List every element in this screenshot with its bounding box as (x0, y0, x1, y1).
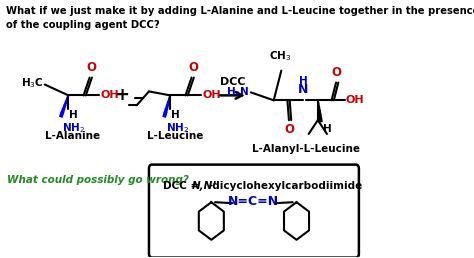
Text: +: + (114, 86, 129, 104)
Text: N,N’: N,N’ (191, 181, 217, 191)
Text: NH$_2$: NH$_2$ (62, 121, 85, 135)
Text: H: H (299, 76, 308, 86)
Text: -dicyclohexylcarbodiimide: -dicyclohexylcarbodiimide (208, 181, 363, 191)
Text: DCC: DCC (220, 77, 246, 87)
Text: O: O (285, 123, 295, 136)
Text: L-Alanine: L-Alanine (45, 131, 100, 141)
Text: NH$_2$: NH$_2$ (166, 121, 189, 135)
Text: OH: OH (100, 90, 119, 100)
Text: H$_3$C: H$_3$C (20, 77, 43, 90)
Text: O: O (188, 61, 198, 74)
Text: O: O (332, 66, 342, 78)
FancyBboxPatch shape (149, 165, 359, 257)
Text: N: N (298, 83, 309, 96)
Text: H: H (171, 110, 180, 120)
Text: L-Alanyl-L-Leucine: L-Alanyl-L-Leucine (253, 144, 360, 154)
Text: OH: OH (202, 90, 221, 100)
Text: H: H (69, 110, 78, 120)
Text: H$_2$N: H$_2$N (226, 85, 249, 99)
Text: DCC =: DCC = (163, 181, 202, 191)
Text: CH$_3$: CH$_3$ (269, 49, 291, 63)
Text: What could possibly go wrong?: What could possibly go wrong? (8, 175, 189, 186)
Text: O: O (86, 61, 96, 74)
Text: L-Leucine: L-Leucine (147, 131, 204, 141)
Text: OH: OH (346, 95, 365, 105)
Text: H: H (323, 124, 332, 134)
Text: N=C=N: N=C=N (228, 195, 280, 208)
Text: What if we just make it by adding L-Alanine and L-Leucine together in the presen: What if we just make it by adding L-Alan… (6, 6, 474, 30)
